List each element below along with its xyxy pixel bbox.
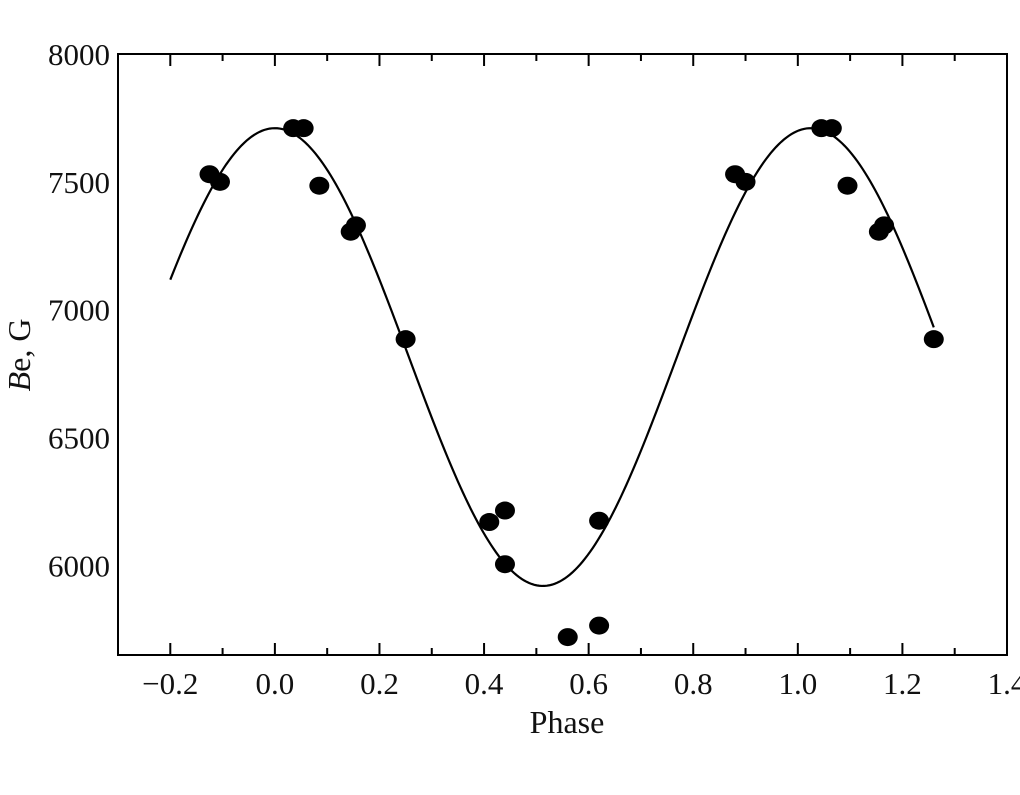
data-point [494,501,515,520]
x-tick-label: 0.2 [360,666,399,701]
x-tick-label: 0.6 [569,666,608,701]
data-point [923,330,944,349]
data-point [479,513,500,532]
data-point [395,330,416,349]
x-tick-label: 0.8 [674,666,713,701]
plot-frame [117,53,1008,656]
y-axis-title: Be, G [1,319,37,392]
data-point [293,119,314,138]
data-point [874,216,895,235]
x-tick-label: −0.2 [142,666,198,701]
y-axis-title-unit: e, G [1,319,37,372]
data-point [345,216,366,235]
data-point [309,176,330,195]
data-point [837,176,858,195]
fit-curve [169,127,935,588]
x-tick-label: 0.0 [256,666,295,701]
y-tick-label: 8000 [48,37,110,72]
y-tick-label: 7500 [48,165,110,200]
data-point [557,628,578,647]
x-axis-title: Phase [530,704,605,740]
data-point [209,172,230,191]
data-point [589,616,610,635]
x-tick-label: 1.0 [778,666,817,701]
data-points [199,119,944,647]
x-tick-label: 1.4 [988,666,1020,701]
y-tick-label: 6500 [48,421,110,456]
data-point [735,172,756,191]
y-tick-label: 6000 [48,548,110,583]
ticks [169,54,956,655]
y-tick-label: 7000 [48,293,110,328]
x-tick-label: 1.2 [883,666,922,701]
x-tick-label: 0.4 [465,666,504,701]
y-axis-title-symbol: B [1,372,37,392]
data-point [821,119,842,138]
data-point [494,555,515,574]
tick-labels: −0.2 0.0 0.2 0.4 0.6 0.8 1.0 1.2 1.4 6000 6500 7000… [48,37,1020,701]
data-point [589,511,610,530]
